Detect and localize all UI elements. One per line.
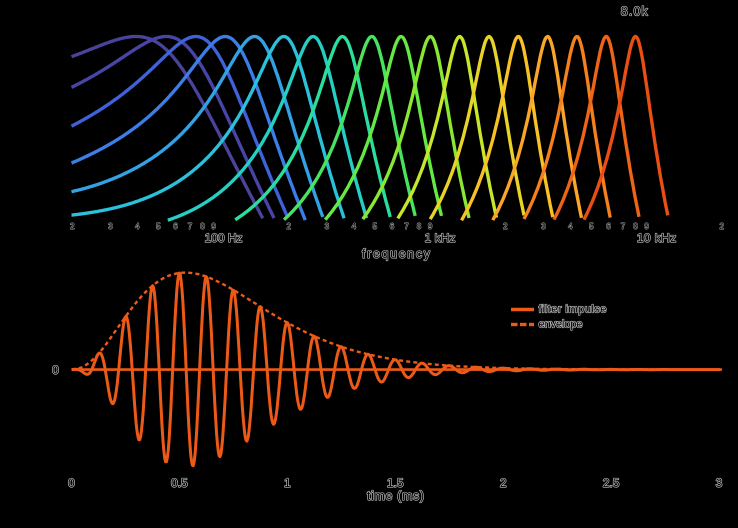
svg-text:0: 0 [52, 363, 59, 377]
svg-text:7: 7 [404, 222, 409, 231]
svg-text:6: 6 [606, 222, 611, 231]
svg-text:3: 3 [108, 222, 113, 231]
svg-text:2: 2 [500, 476, 507, 490]
svg-text:1 kHz: 1 kHz [425, 231, 456, 245]
svg-text:8: 8 [417, 222, 422, 231]
svg-text:2.5: 2.5 [603, 476, 620, 490]
svg-text:9: 9 [211, 222, 216, 231]
svg-text:5: 5 [373, 222, 378, 231]
svg-text:10 kHz: 10 kHz [637, 231, 677, 245]
svg-text:8: 8 [200, 222, 205, 231]
svg-text:7: 7 [188, 222, 193, 231]
svg-text:3: 3 [716, 476, 723, 490]
svg-text:9: 9 [428, 222, 433, 231]
svg-text:5: 5 [589, 222, 594, 231]
svg-text:7: 7 [621, 222, 626, 231]
svg-text:4: 4 [135, 222, 140, 231]
svg-text:6: 6 [390, 222, 395, 231]
svg-text:4: 4 [568, 222, 573, 231]
svg-text:2: 2 [503, 222, 508, 231]
svg-text:3: 3 [541, 222, 546, 231]
svg-text:2: 2 [286, 222, 291, 231]
svg-text:5: 5 [156, 222, 161, 231]
svg-text:frequency: frequency [362, 247, 431, 261]
svg-text:time (ms): time (ms) [367, 489, 424, 503]
svg-text:filter impulse: filter impulse [539, 303, 607, 315]
svg-text:4: 4 [352, 222, 357, 231]
svg-text:8: 8 [633, 222, 638, 231]
svg-text:2: 2 [70, 222, 75, 231]
svg-text:envelope: envelope [539, 318, 583, 330]
svg-text:6: 6 [173, 222, 178, 231]
svg-text:100 Hz: 100 Hz [205, 231, 243, 245]
svg-text:9: 9 [644, 222, 649, 231]
svg-text:3: 3 [325, 222, 330, 231]
svg-text:0.5: 0.5 [171, 476, 188, 490]
svg-text:0: 0 [68, 476, 75, 490]
svg-text:1: 1 [284, 476, 291, 490]
svg-text:8.0k: 8.0k [621, 4, 649, 18]
svg-text:2: 2 [719, 222, 724, 231]
svg-text:1.5: 1.5 [387, 476, 404, 490]
